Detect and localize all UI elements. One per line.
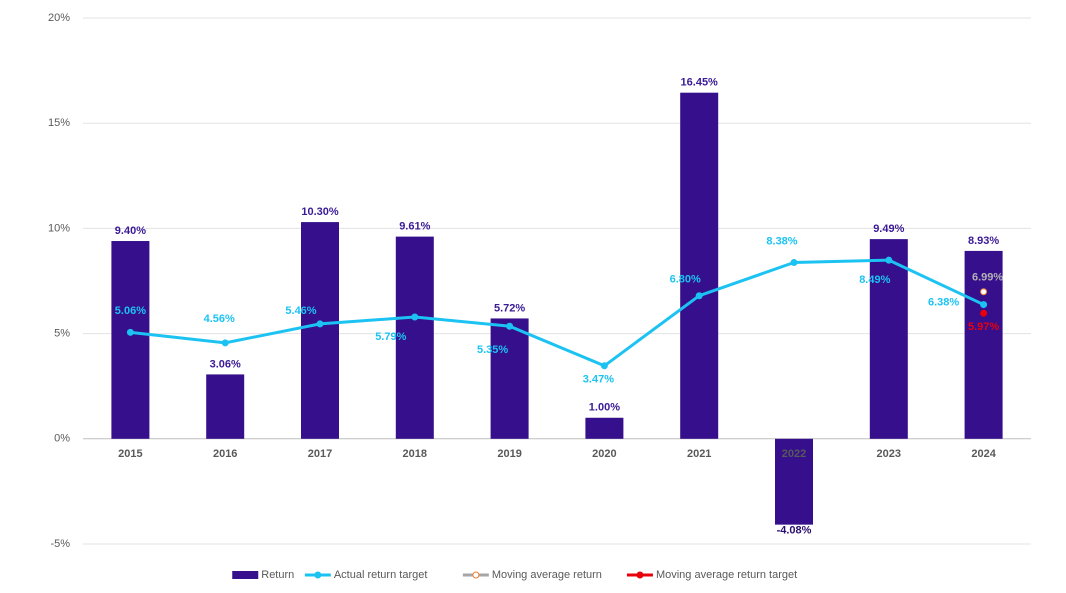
line-value-label: 6.38% bbox=[928, 296, 959, 308]
x-tick-label: 2019 bbox=[497, 448, 521, 460]
line-marker bbox=[885, 256, 893, 264]
y-tick-label: 0% bbox=[54, 433, 70, 445]
bar-value-label: 16.45% bbox=[681, 77, 719, 89]
bar-value-label: -4.08% bbox=[777, 525, 812, 537]
bar-value-label: 8.93% bbox=[968, 235, 999, 247]
line-value-label: 5.35% bbox=[477, 344, 508, 356]
line-value-label: 6.99% bbox=[972, 272, 1003, 284]
bar-value-label: 1.00% bbox=[589, 402, 620, 414]
line-marker bbox=[695, 292, 703, 300]
y-tick-label: 10% bbox=[48, 222, 70, 234]
x-tick-label: 2024 bbox=[971, 448, 996, 460]
bar-value-label: 9.49% bbox=[873, 223, 904, 235]
x-tick-label: 2021 bbox=[687, 448, 711, 460]
x-tick-label: 2016 bbox=[213, 448, 237, 460]
x-tick-label: 2017 bbox=[308, 448, 332, 460]
bar bbox=[301, 222, 339, 439]
legend-marker bbox=[314, 571, 322, 579]
bar bbox=[585, 417, 624, 439]
line-value-label: 3.47% bbox=[583, 374, 614, 386]
x-tick-label: 2015 bbox=[118, 448, 142, 460]
line-value-label: 6.80% bbox=[670, 274, 701, 286]
legend-label: Moving average return bbox=[492, 569, 602, 581]
bars bbox=[111, 92, 1003, 525]
line-value-label: 5.97% bbox=[968, 321, 999, 333]
line-marker bbox=[126, 328, 134, 336]
x-tick-label: 2020 bbox=[592, 448, 616, 460]
line-marker bbox=[980, 301, 988, 309]
bar bbox=[111, 241, 150, 439]
bar bbox=[775, 438, 813, 525]
line-marker bbox=[506, 322, 514, 330]
y-tick-label: -5% bbox=[50, 538, 70, 550]
bar bbox=[395, 236, 434, 439]
legend-label: Actual return target bbox=[334, 569, 428, 581]
line-value-label: 5.79% bbox=[375, 331, 406, 343]
labels: 9.40% 3.06% 10.30% 9.61% 5.72% 1.00% 16.45% -4.… bbox=[115, 77, 1004, 537]
legend-swatch bbox=[232, 571, 259, 579]
line-marker bbox=[600, 362, 608, 370]
line-value-label: 8.49% bbox=[859, 274, 890, 286]
line bbox=[130, 258, 985, 368]
line-value-label: 4.56% bbox=[204, 313, 235, 325]
line-value-label: 8.38% bbox=[766, 235, 797, 247]
bar-value-label: 3.06% bbox=[210, 358, 241, 370]
line-marker bbox=[980, 288, 988, 296]
bar bbox=[680, 92, 719, 439]
legend: Return Actual return target Moving average… bbox=[232, 569, 797, 581]
line-value-label: 5.46% bbox=[285, 305, 316, 317]
x-tick-label: 2023 bbox=[877, 448, 901, 460]
legend-marker bbox=[472, 571, 480, 579]
x-tick-label: 2022 bbox=[782, 448, 806, 460]
line-marker bbox=[316, 320, 324, 328]
y-tick-label: 15% bbox=[48, 117, 70, 129]
bar bbox=[869, 239, 908, 439]
bar-value-label: 10.30% bbox=[301, 206, 339, 218]
y-tick-label: 5% bbox=[54, 328, 70, 340]
bar bbox=[964, 250, 1003, 439]
line-value-label: 5.06% bbox=[115, 305, 146, 317]
legend-label: Moving average return target bbox=[656, 569, 797, 581]
legend-marker bbox=[636, 571, 644, 579]
bar-value-label: 9.40% bbox=[115, 225, 146, 237]
legend-label: Return bbox=[261, 569, 294, 581]
line-marker bbox=[790, 258, 798, 266]
line-marker bbox=[980, 309, 988, 317]
line-marker bbox=[221, 339, 229, 347]
bar-value-label: 9.61% bbox=[399, 221, 430, 233]
line-marker bbox=[411, 313, 419, 321]
bar-value-label: 5.72% bbox=[494, 302, 525, 314]
y-tick-label: 20% bbox=[48, 12, 70, 24]
lines bbox=[126, 256, 988, 370]
bar bbox=[490, 318, 529, 439]
bar bbox=[206, 374, 245, 439]
x-tick-label: 2018 bbox=[403, 448, 427, 460]
